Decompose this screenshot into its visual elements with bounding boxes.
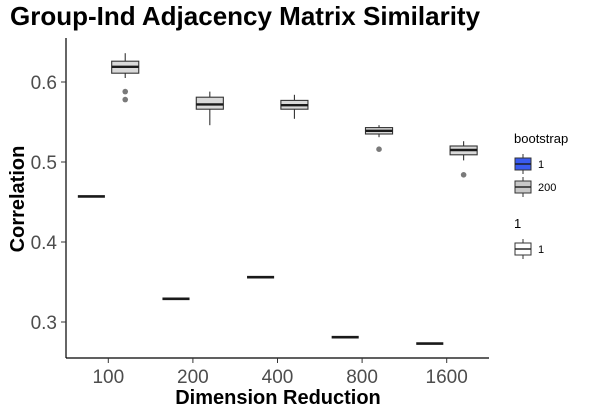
bootstrap-200-box — [195, 91, 224, 126]
y-tick-label: 0.4 — [31, 233, 58, 254]
bootstrap-200-box — [364, 125, 394, 152]
box-iqr — [195, 96, 224, 110]
legend-key — [514, 154, 532, 174]
legend-title: 1 — [514, 216, 521, 231]
plot-area — [77, 53, 478, 345]
y-tick-label: 0.3 — [31, 313, 57, 334]
axes: 0.3 0.4 0.5 0.6 100 200 400 800 1600 — [31, 38, 489, 388]
legend: bootstrap 1 200 1 1 — [514, 131, 568, 259]
x-tick-label: 1600 — [426, 367, 468, 388]
outlier-point — [122, 96, 129, 103]
x-axis-title: Dimension Reduction — [175, 387, 381, 409]
legend-label: 200 — [538, 182, 556, 194]
outlier-point — [460, 172, 467, 178]
legend-label: 1 — [538, 159, 544, 171]
x-tick-label: 200 — [177, 367, 209, 388]
legend-key — [514, 177, 532, 197]
x-tick-label: 800 — [346, 367, 378, 388]
bootstrap-200-box — [111, 53, 140, 103]
y-tick-label: 0.5 — [31, 153, 57, 174]
x-tick-label: 100 — [92, 367, 124, 388]
x-tick-label: 400 — [262, 367, 294, 388]
legend-title: bootstrap — [514, 131, 568, 146]
bootstrap-200-box — [280, 94, 309, 119]
legend-key — [514, 239, 532, 259]
y-axis-title: Correlation — [7, 146, 29, 253]
chart-title: Group-Ind Adjacency Matrix Similarity — [10, 1, 481, 31]
outlier-point — [122, 88, 129, 95]
legend-label: 1 — [538, 244, 544, 256]
outlier-point — [376, 146, 382, 152]
bootstrap-200-box — [449, 141, 478, 178]
y-tick-label: 0.6 — [31, 73, 57, 94]
